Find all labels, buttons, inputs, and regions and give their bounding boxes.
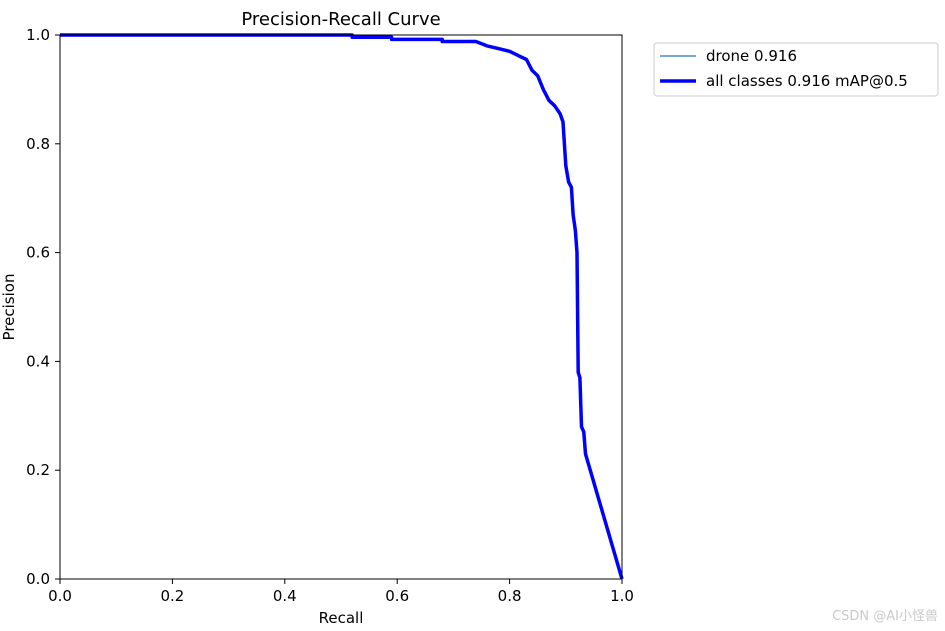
- legend-label-1: drone 0.916: [706, 47, 797, 65]
- y-tick-label: 0.6: [26, 244, 50, 262]
- x-tick-label: 0.6: [385, 587, 409, 605]
- chart-title: Precision-Recall Curve: [241, 9, 440, 30]
- x-axis: 0.0 0.2 0.4 0.6 0.8 1.0: [48, 579, 634, 605]
- y-tick-label: 0.0: [26, 570, 50, 588]
- series-line-2: [60, 33, 624, 580]
- plot-frame: [59, 34, 623, 580]
- y-tick-label: 0.8: [26, 135, 50, 153]
- legend: drone 0.916 all classes 0.916 mAP@0.5: [653, 42, 939, 97]
- y-tick-label: 1.0: [26, 26, 50, 44]
- x-tick-label: 0.0: [48, 587, 72, 605]
- y-axis: 0.0 0.2 0.4 0.6 0.8 1.0: [26, 26, 60, 588]
- y-tick-label: 0.4: [26, 352, 50, 370]
- legend-label-2: all classes 0.916 mAP@0.5: [706, 72, 908, 90]
- legend-box: [653, 42, 939, 97]
- x-tick-label: 0.8: [498, 587, 522, 605]
- watermark: CSDN @AI小怪兽: [832, 609, 938, 624]
- x-axis-label: Recall: [319, 609, 364, 627]
- plot-area: [59, 33, 624, 580]
- x-tick-label: 0.2: [160, 587, 184, 605]
- plot-background: [60, 35, 622, 579]
- y-tick-label: 0.2: [26, 461, 50, 479]
- series-layer: [60, 33, 624, 580]
- legend-entries: drone 0.916 all classes 0.916 mAP@0.5: [660, 47, 908, 90]
- x-tick-label: 1.0: [610, 587, 634, 605]
- x-tick-label: 0.4: [273, 587, 297, 605]
- y-axis-label: Precision: [0, 274, 18, 341]
